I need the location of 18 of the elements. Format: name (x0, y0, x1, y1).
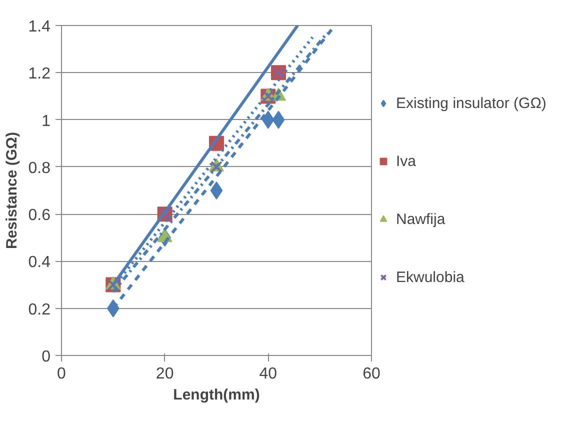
y-tick-label: 0.6 (28, 207, 51, 224)
legend-label: Ekwulobia (396, 268, 464, 286)
legend-label: Nawfija (396, 210, 446, 228)
y-tick-label: 0.4 (28, 254, 51, 272)
x-tick-label: 0 (57, 366, 66, 382)
x-tick-label: 20 (156, 366, 174, 382)
x-tick-label: 40 (259, 366, 278, 382)
y-axis-title: Resistance (GΩ) (3, 132, 20, 250)
y-tick-label: 0.8 (28, 160, 51, 177)
x-axis-title: Length(mm) (173, 386, 260, 404)
legend-label: Iva (396, 152, 416, 170)
y-tick-label: 0 (42, 348, 51, 366)
y-tick-label: 0.2 (28, 301, 51, 318)
x-tick-label: 60 (362, 366, 380, 382)
legend-label: Existing insulator (GΩ) (396, 94, 546, 112)
y-tick-label: 1.4 (28, 18, 51, 36)
y-tick-label: 1.2 (28, 66, 51, 83)
y-tick-label: 1 (42, 112, 51, 130)
